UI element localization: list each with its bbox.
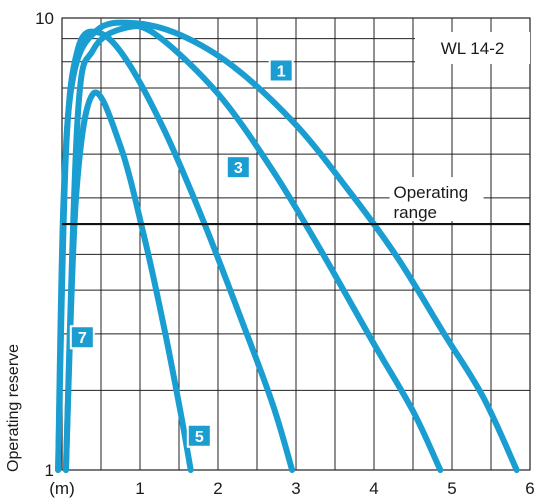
series-curve-5	[55, 28, 296, 473]
x-tick-label: 5	[447, 479, 456, 498]
x-tick-label: 1	[135, 479, 144, 498]
series-badge-1	[270, 60, 292, 81]
curves	[55, 19, 520, 473]
series-curve-1	[55, 19, 520, 473]
y-axis-label: Operating reserve	[5, 344, 22, 472]
series-badge-5	[188, 425, 210, 446]
series-curve-7	[62, 89, 194, 473]
x-tick-label: 3	[291, 479, 300, 498]
grid	[61, 17, 531, 471]
series-badge-label: 3	[234, 160, 243, 177]
series-badge-7	[71, 327, 93, 348]
legend-box-bg	[415, 32, 530, 64]
y-tick-label: 1	[45, 461, 54, 480]
operating-range-label-line2: range	[394, 203, 437, 222]
series-badge-3	[227, 157, 249, 178]
y-tick-label: 10	[35, 9, 54, 28]
x-tick-label: 4	[369, 479, 378, 498]
operating-range-label-bg	[389, 177, 484, 222]
x-tick-label: 2	[213, 479, 222, 498]
series-badge-label: 1	[277, 63, 286, 80]
series-badge-label: 5	[195, 429, 204, 446]
x-unit-label: (m)	[49, 479, 74, 498]
operating-range-label-line1: Operating	[394, 183, 469, 202]
series-badge-label: 7	[78, 330, 87, 347]
x-tick-label: 6	[525, 479, 534, 498]
legend-box-text: WL 14-2	[441, 39, 505, 58]
series-curve-3	[62, 23, 444, 473]
